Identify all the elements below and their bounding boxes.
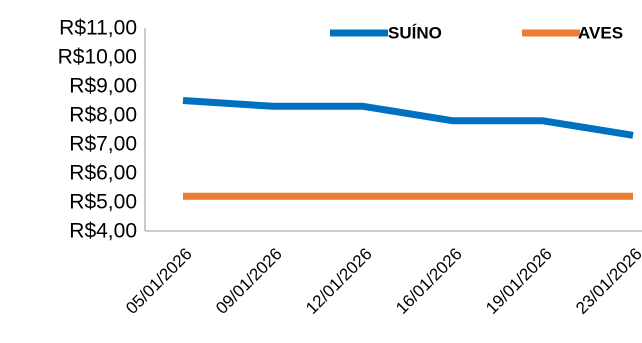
y-tick-labels: R$11,00 R$10,00 R$9,00 R$8,00 R$7,00 R$6,00 R$… (58, 17, 137, 243)
y-tick-label: R$4,00 (69, 220, 137, 243)
y-tick-label: R$9,00 (69, 75, 137, 98)
series-line-suino (182, 97, 634, 139)
x-tick-label: 12/01/2026 (302, 244, 376, 318)
x-tick-label: 16/01/2026 (392, 244, 466, 318)
y-tick-label: R$10,00 (58, 46, 137, 69)
legend: SUÍNO AVES (330, 24, 623, 43)
legend-label: AVES (578, 24, 623, 43)
y-tick-label: R$11,00 (59, 17, 137, 40)
legend-label: SUÍNO (388, 24, 442, 43)
x-tick-label: 05/01/2026 (122, 244, 196, 318)
series-lines (182, 97, 634, 200)
x-tick-label: 09/01/2026 (212, 244, 286, 318)
axes (144, 28, 642, 232)
legend-item: SUÍNO (330, 24, 442, 43)
x-tick-labels: 05/01/2026 09/01/2026 12/01/2026 16/01/2026… (122, 244, 642, 318)
legend-item: AVES (522, 24, 623, 43)
y-tick-label: R$8,00 (69, 104, 137, 127)
y-tick-label: R$7,00 (69, 133, 137, 156)
y-tick-label: R$5,00 (69, 191, 137, 214)
x-tick-label: 23/01/2026 (572, 244, 642, 318)
x-tick-label: 19/01/2026 (482, 244, 556, 318)
y-tick-label: R$6,00 (69, 162, 137, 185)
